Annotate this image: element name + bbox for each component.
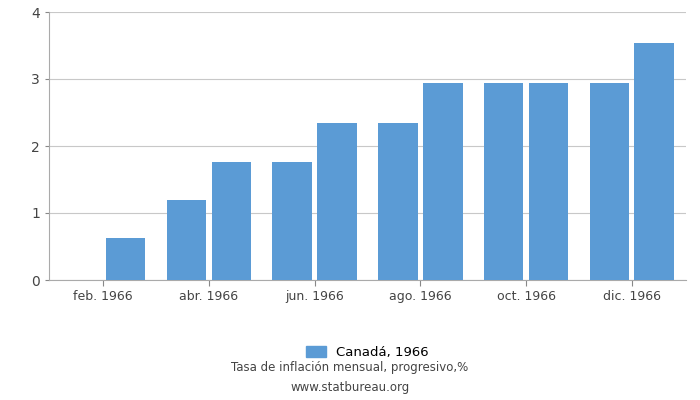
Text: www.statbureau.org: www.statbureau.org: [290, 382, 410, 394]
Bar: [634, 44, 674, 280]
Bar: [211, 162, 251, 280]
Bar: [167, 200, 206, 280]
Bar: [106, 238, 146, 280]
Legend: Canadá, 1966: Canadá, 1966: [306, 346, 429, 359]
Bar: [423, 83, 463, 280]
Bar: [528, 83, 568, 280]
Text: Tasa de inflación mensual, progresivo,%: Tasa de inflación mensual, progresivo,%: [232, 362, 468, 374]
Bar: [589, 83, 629, 280]
Bar: [272, 162, 312, 280]
Bar: [378, 122, 418, 280]
Bar: [484, 83, 524, 280]
Bar: [317, 122, 357, 280]
